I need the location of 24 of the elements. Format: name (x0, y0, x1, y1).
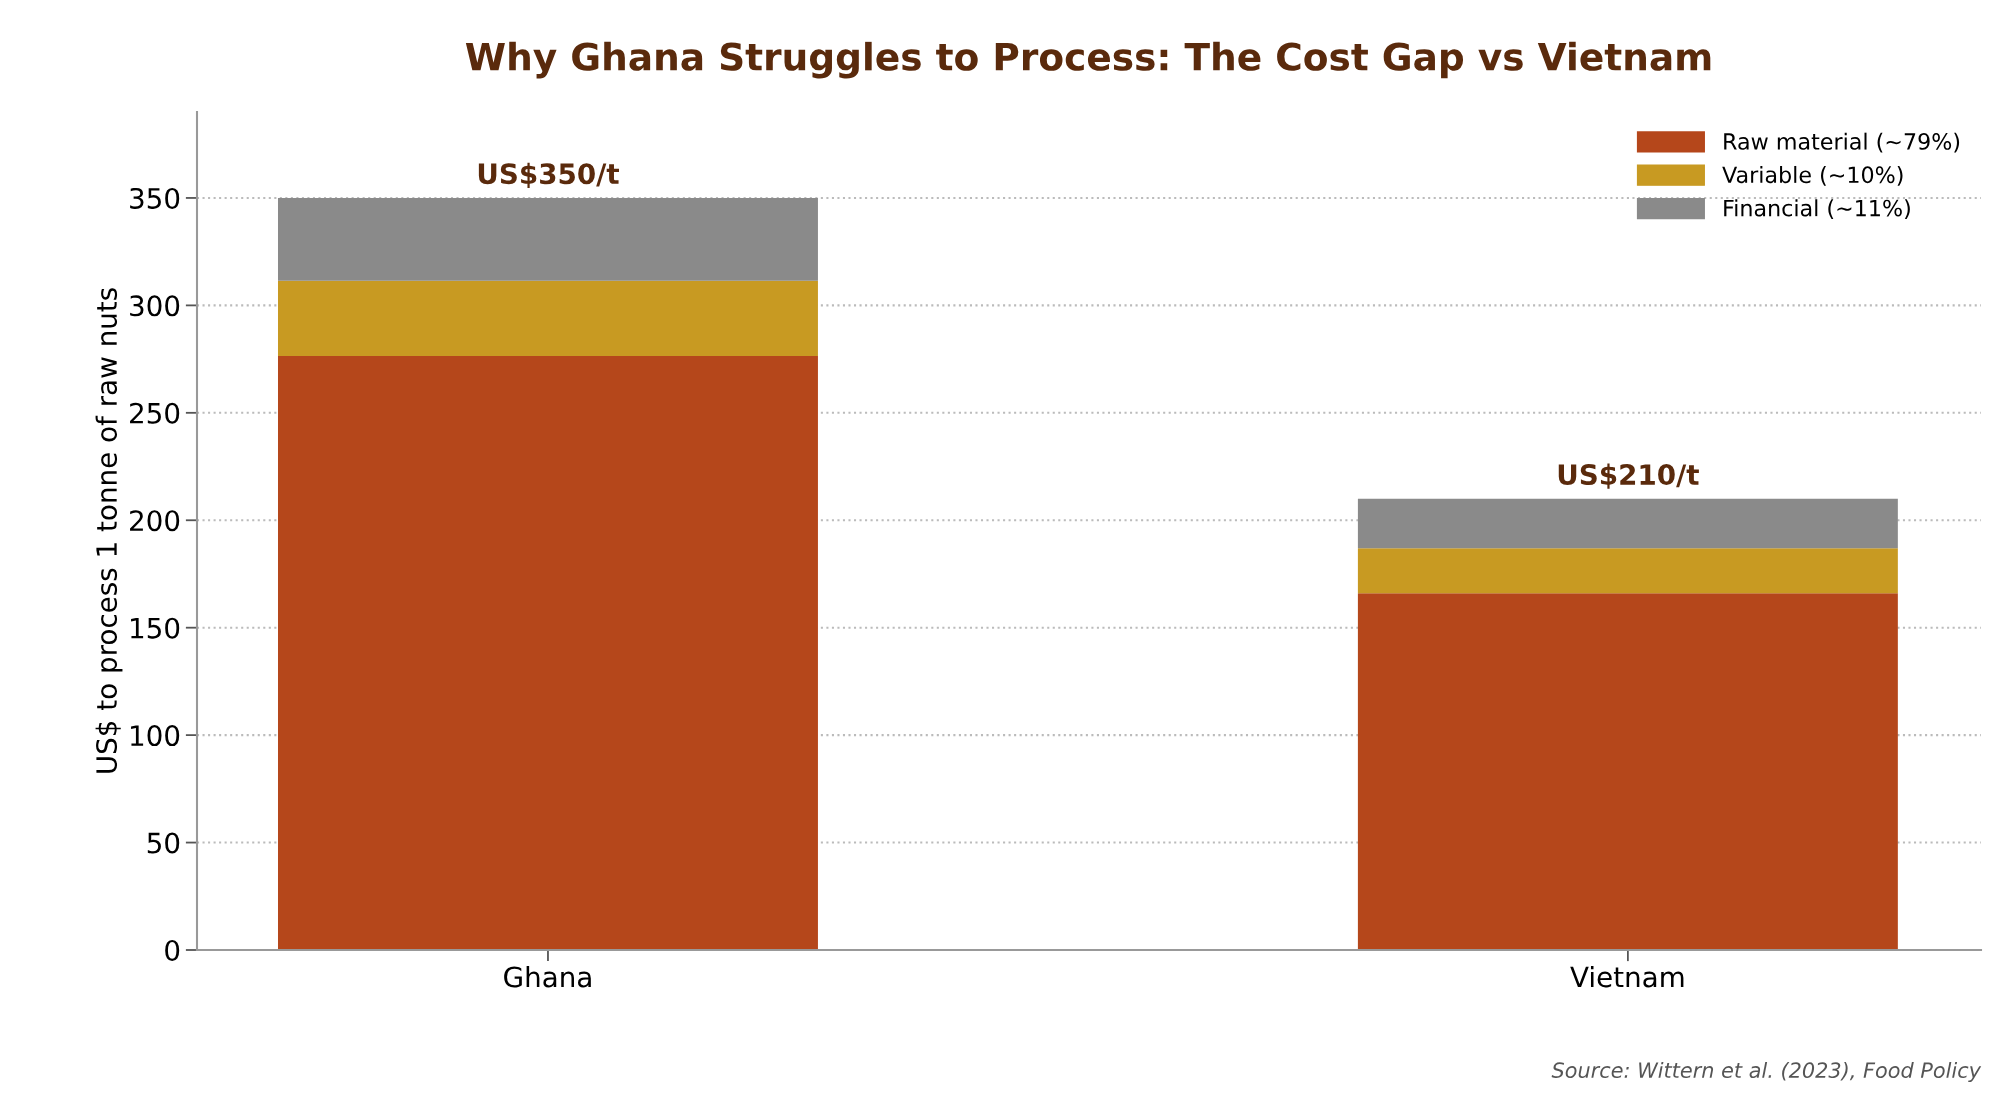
source-note: Source: Wittern et al. (2023), Food Policy (1551, 1061, 1982, 1083)
bar (277, 197, 818, 281)
y-tick-label: 100 (131, 725, 180, 747)
x-tick-label: Ghana (504, 965, 591, 988)
bar (1357, 498, 1898, 549)
bar (277, 355, 818, 950)
legend-label: Raw material (~79%) (1724, 132, 1960, 153)
legend-label: Financial (~11%) (1724, 199, 1910, 220)
bar (277, 280, 818, 356)
y-tick-label: 200 (130, 510, 180, 532)
y-tick-label: 250 (130, 402, 180, 424)
bar (1357, 593, 1898, 950)
x-tick-label: Vietnam (1570, 965, 1684, 988)
legend-label: Variable (~10%) (1722, 165, 1903, 186)
chart-title: Why Ghana Struggles to Process: The Cost Gap vs Vietnam (465, 41, 1711, 79)
y-axis-title: US$ to process 1 tonne of raw nuts (95, 288, 123, 773)
y-tick-label: 300 (130, 295, 180, 317)
y-tick-label: 50 (147, 832, 180, 854)
bar (1357, 548, 1898, 594)
y-tick-label: 150 (131, 617, 180, 639)
y-tick-label: 0 (165, 939, 180, 961)
y-tick-label: 350 (130, 187, 180, 209)
total-label: US$350/t (478, 162, 619, 188)
total-label: US$210/t (1558, 463, 1699, 489)
